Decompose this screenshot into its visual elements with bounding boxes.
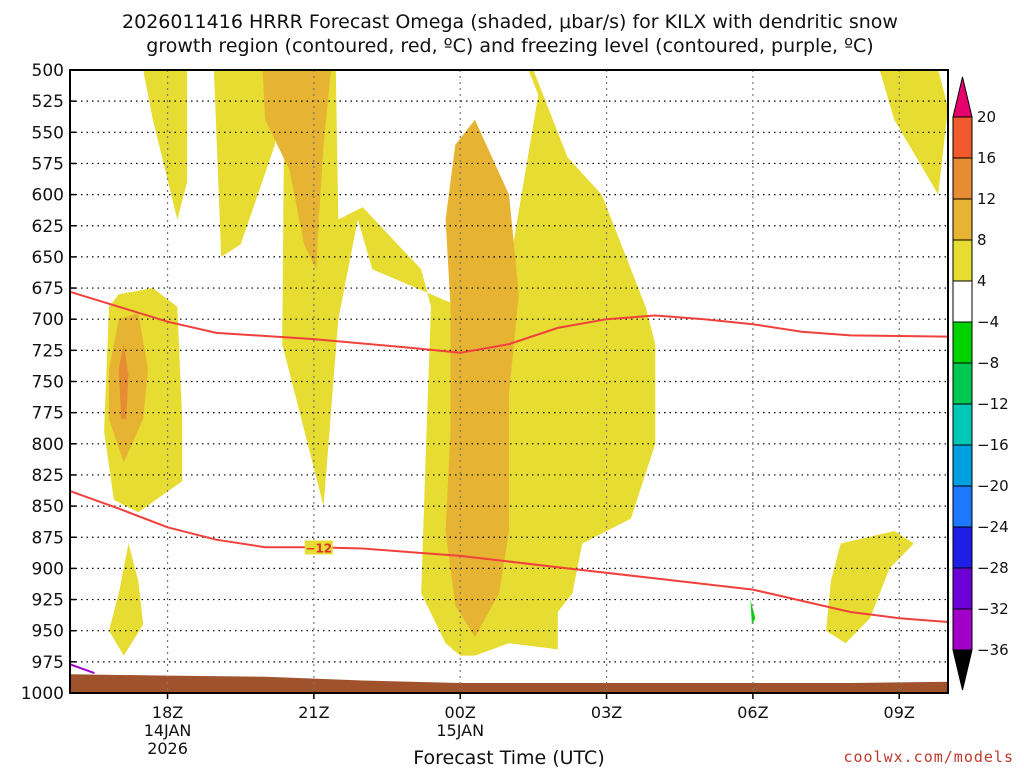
colorbar-label-6: −12: [977, 395, 1009, 413]
colorbar-segment-6: [952, 362, 973, 405]
x-axis-label: Forecast Time (UTC): [413, 747, 604, 768]
colorbar-segment-3: [952, 485, 973, 528]
y-tick-label-12: 800: [32, 435, 64, 455]
omega-region-9: [118, 344, 129, 419]
y-tick-label-2: 550: [32, 123, 64, 143]
y-tick-label-9: 725: [32, 341, 64, 361]
credit-text: coolwx.com/models: [843, 748, 1014, 766]
x-tick-label-1: 21Z: [298, 703, 329, 722]
terrain-fill: [70, 674, 948, 693]
chart-title-line2: growth region (contoured, red, ºC) and f…: [146, 35, 873, 57]
colorbar-label-9: 4: [977, 272, 987, 290]
y-tick-label-7: 675: [32, 279, 64, 299]
colorbar-label-4: −20: [977, 477, 1009, 495]
contour-freezing_level: [69, 663, 95, 675]
colorbar-segment-4: [952, 444, 973, 487]
gridlines: [70, 70, 948, 693]
colorbar-label-7: −8: [977, 354, 999, 372]
y-tick-label-5: 625: [32, 217, 64, 237]
colorbar-segment-8: [952, 280, 973, 323]
y-axis: 500 525 550 575 600 625 650 675 700 725 750 775 800 8…: [21, 61, 76, 704]
y-tick-label-6: 650: [32, 248, 64, 268]
colorbar-label-2: −28: [977, 559, 1009, 577]
plot-frame: [69, 69, 949, 694]
colorbar-segment-11: [952, 157, 973, 200]
y-tick-label-3: 575: [32, 154, 64, 174]
y-tick-label-4: 600: [32, 186, 64, 206]
y-tick-label-19: 975: [32, 653, 64, 673]
y-tick-label-20: 1000: [21, 684, 64, 704]
omega-region-0: [143, 70, 188, 220]
colorbar-segment-0: [952, 608, 973, 651]
omega-region-1: [213, 70, 656, 656]
colorbar-segment-5: [952, 403, 973, 446]
x-tick-sublabel-2: 15JAN: [436, 721, 484, 740]
colorbar-segment-1: [952, 567, 973, 610]
y-tick-label-17: 925: [32, 591, 64, 611]
y-tick-label-14: 850: [32, 497, 64, 517]
x-tick-label-4: 06Z: [737, 703, 768, 722]
omega-region-11: [728, 583, 783, 669]
y-tick-label-8: 700: [32, 310, 64, 330]
colorbar-top-arrow: [952, 76, 973, 118]
x-tick-year-0: 2026: [147, 739, 188, 758]
colorbar-label-3: −24: [977, 518, 1009, 536]
x-tick-sublabel-0: 14JAN: [144, 721, 192, 740]
contour-dgz_top: [69, 290, 949, 354]
contour-label-bg: [304, 540, 333, 555]
x-tick-label-5: 09Z: [884, 703, 915, 722]
plot-area: [70, 70, 948, 693]
contour-label-dgz-bottom: −12: [305, 541, 332, 555]
x-tick-label-2: 00Z: [445, 703, 476, 722]
colorbar-label-13: 20: [977, 108, 996, 126]
colorbar-label-10: 8: [977, 231, 987, 249]
colorbar-label-12: 16: [977, 149, 996, 167]
colorbar-segment-2: [952, 526, 973, 569]
colorbar-label-1: −32: [977, 600, 1009, 618]
colorbar-label-8: −4: [977, 313, 999, 331]
omega-region-5: [826, 531, 914, 644]
colorbar-segment-9: [952, 239, 973, 282]
x-tick-label-3: 03Z: [591, 703, 622, 722]
colorbar-segment-10: [952, 198, 973, 241]
colorbar-bottom-arrow: [952, 649, 973, 691]
contour-lines: −12: [69, 290, 949, 675]
colorbar-segment-12: [952, 116, 973, 159]
omega-region-10: [206, 406, 222, 525]
y-tick-label-13: 825: [32, 466, 64, 486]
y-tick-label-16: 900: [32, 559, 64, 579]
y-tick-label-15: 875: [32, 528, 64, 548]
omega-region-8: [109, 313, 148, 463]
y-tick-label-10: 750: [32, 373, 64, 393]
omega-region-4: [879, 70, 948, 195]
chart-title-line1: 2026011416 HRRR Forecast Omega (shaded, …: [122, 11, 898, 33]
y-tick-label-11: 775: [32, 404, 64, 424]
x-tick-label-0: 18Z: [152, 703, 183, 722]
y-tick-label-18: 950: [32, 622, 64, 642]
y-tick-label-0: 500: [32, 61, 64, 81]
contour-dgz_bottom: [69, 490, 949, 623]
colorbar: −36 −32 −28 −24 −20 −16 −12 −8 −4 4 8 12 16 20: [952, 76, 1009, 691]
y-tick-label-1: 525: [32, 92, 64, 112]
colorbar-label-11: 12: [977, 190, 996, 208]
colorbar-label-0: −36: [977, 641, 1009, 659]
colorbar-segment-7: [952, 321, 973, 364]
omega-region-7: [445, 119, 519, 637]
colorbar-label-5: −16: [977, 436, 1009, 454]
